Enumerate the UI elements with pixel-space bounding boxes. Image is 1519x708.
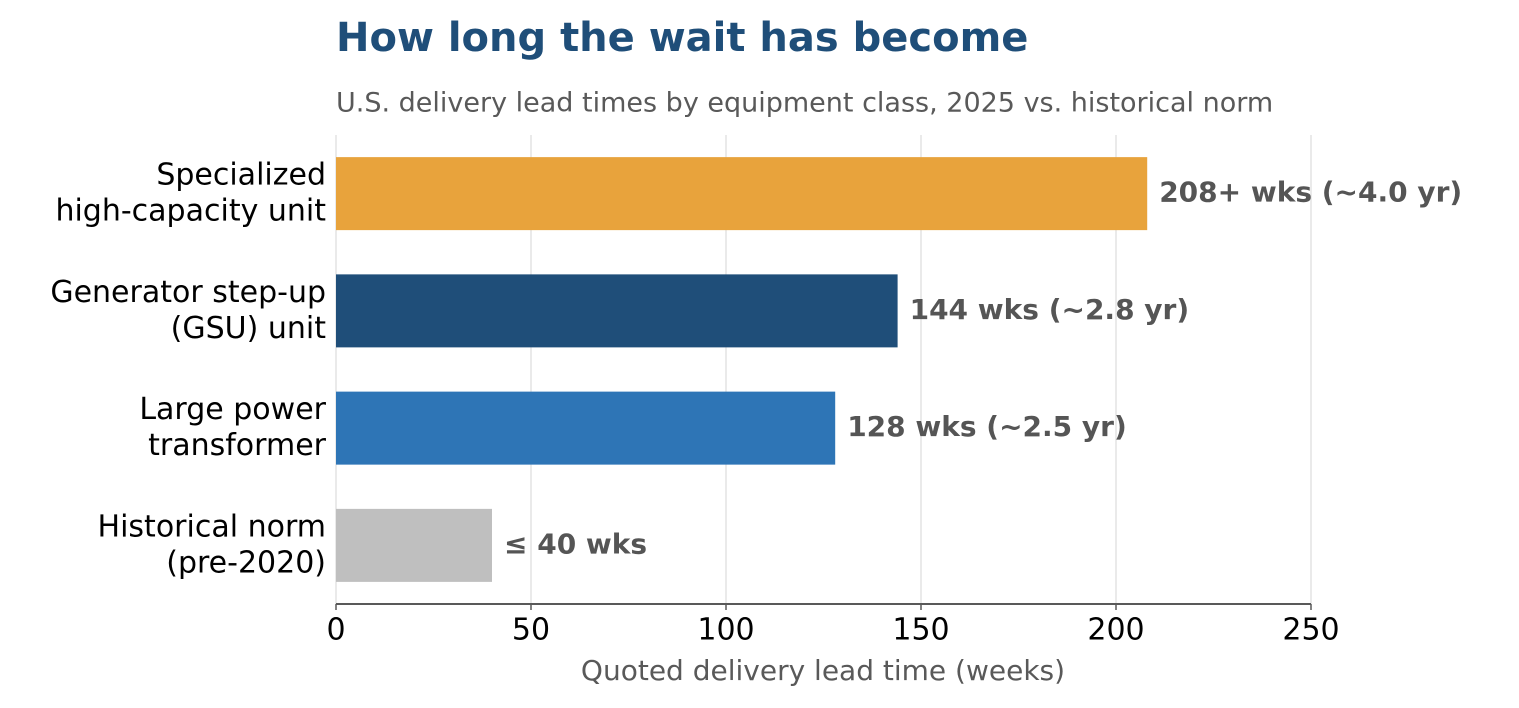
y-tick-label-line: high-capacity unit bbox=[55, 193, 326, 228]
x-tick-label: 100 bbox=[697, 613, 754, 648]
y-tick-label-line: Generator step-up bbox=[50, 274, 326, 309]
y-tick-label-line: (pre-2020) bbox=[166, 545, 326, 580]
y-tick-label-line: Large power bbox=[139, 392, 326, 427]
x-tick-label: 200 bbox=[1087, 613, 1144, 648]
bar bbox=[336, 391, 836, 465]
x-tick-label: 250 bbox=[1282, 613, 1339, 648]
y-tick-label: Large power transformer bbox=[139, 392, 326, 463]
value-label: 208+ wks (~4.0 yr) bbox=[1159, 176, 1462, 209]
y-tick-label-line: Historical norm bbox=[98, 509, 326, 544]
x-tick-label: 150 bbox=[892, 613, 949, 648]
value-label: 128 wks (~2.5 yr) bbox=[847, 410, 1127, 443]
y-tick-label-line: Specialized bbox=[156, 157, 326, 192]
x-tick-label: 0 bbox=[326, 613, 345, 648]
y-tick-label: Generator step-up (GSU) unit bbox=[50, 274, 326, 345]
x-axis-label: Quoted delivery lead time (weeks) bbox=[581, 654, 1065, 687]
chart-subtitle: U.S. delivery lead times by equipment cl… bbox=[336, 88, 1273, 119]
bar bbox=[336, 508, 492, 582]
y-tick-label: Historical norm (pre-2020) bbox=[98, 509, 326, 580]
chart-title: How long the wait has become bbox=[336, 15, 1028, 61]
y-tick-label-line: transformer bbox=[148, 428, 327, 463]
x-tick-label: 50 bbox=[512, 613, 550, 648]
value-label: 144 wks (~2.8 yr) bbox=[910, 293, 1190, 326]
bar bbox=[336, 157, 1148, 231]
bar bbox=[336, 274, 898, 348]
y-tick-label-line: (GSU) unit bbox=[171, 310, 327, 345]
value-label: ≤ 40 wks bbox=[504, 527, 647, 560]
y-tick-label: Specialized high-capacity unit bbox=[55, 157, 326, 228]
